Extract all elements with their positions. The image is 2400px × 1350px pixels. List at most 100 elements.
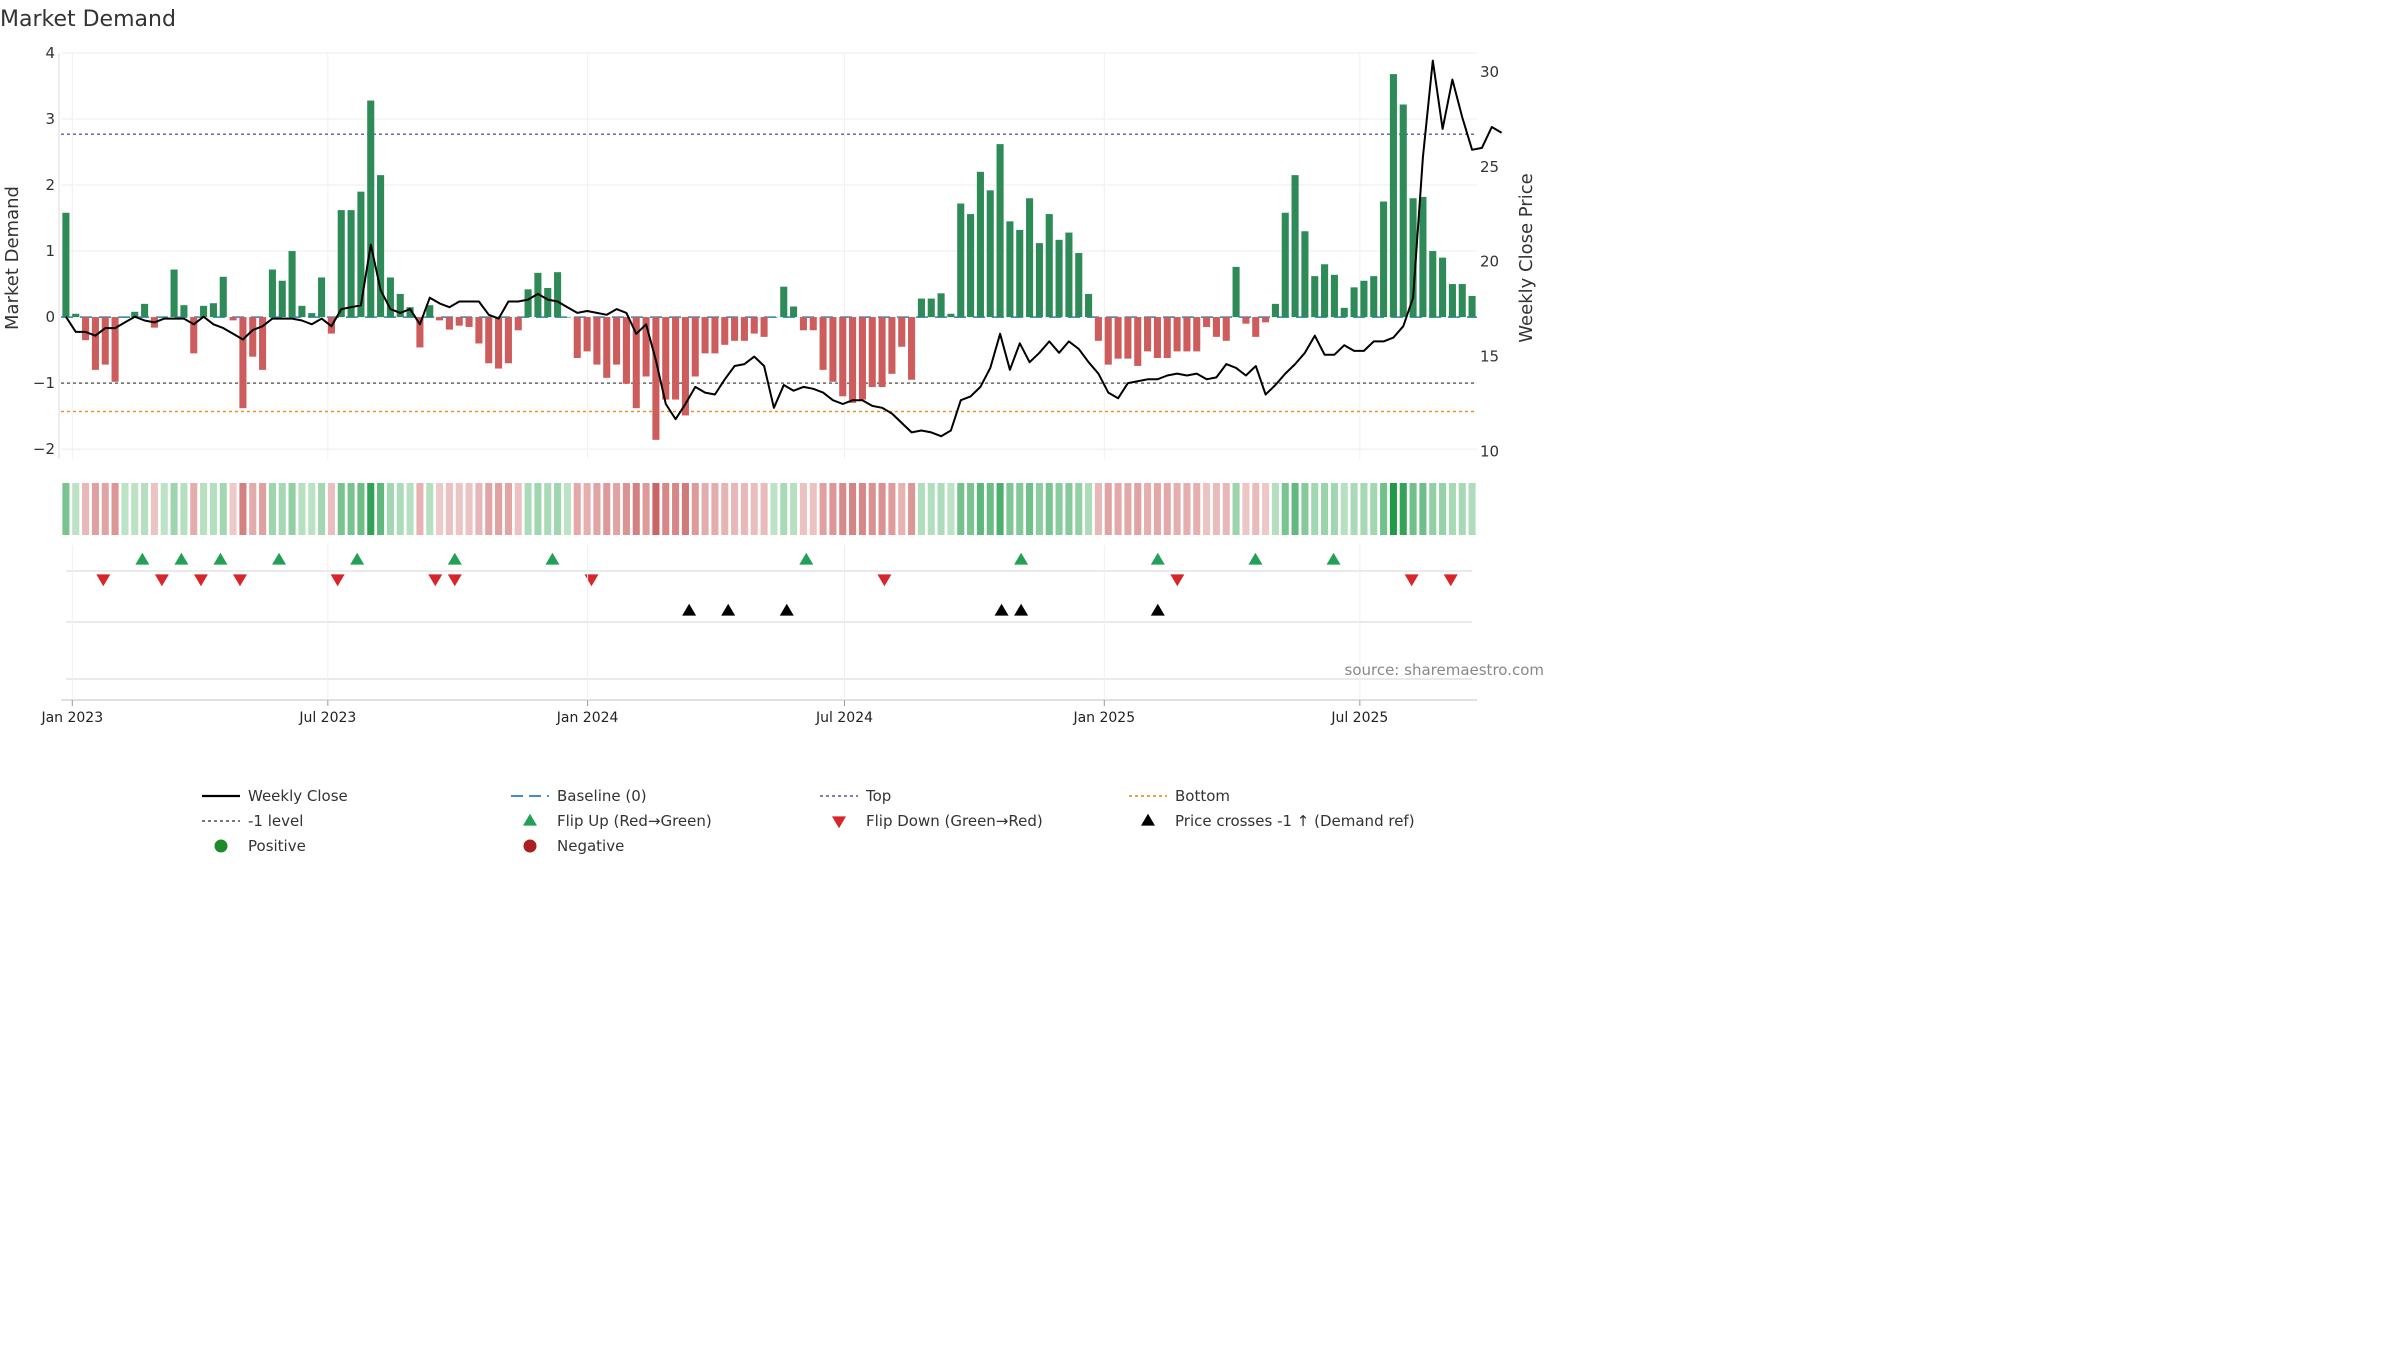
heat-cell-4 xyxy=(101,483,109,535)
heat-cell-76 xyxy=(809,483,817,535)
heat-cell-63 xyxy=(681,483,689,535)
heat-cell-81 xyxy=(858,483,866,535)
heat-cell-21 xyxy=(268,483,276,535)
legend-swatch-9 xyxy=(523,839,537,853)
heat-cell-98 xyxy=(1026,483,1034,535)
heat-cell-106 xyxy=(1104,483,1112,535)
price-line-layer xyxy=(65,59,1503,438)
demand-heat-strip xyxy=(62,483,1476,535)
heat-cell-126 xyxy=(1301,483,1309,535)
demand-bar-60 xyxy=(652,317,660,440)
heat-cell-120 xyxy=(1242,483,1250,535)
demand-bar-62 xyxy=(672,317,680,400)
heat-cell-127 xyxy=(1311,483,1319,535)
flip-down-marker-10 xyxy=(1404,574,1419,587)
demand-bar-77 xyxy=(819,317,827,370)
demand-bar-47 xyxy=(524,289,532,318)
demand-bar-116 xyxy=(1203,317,1211,327)
heat-cell-82 xyxy=(868,483,876,535)
heat-cell-74 xyxy=(790,483,798,535)
heat-cell-95 xyxy=(996,483,1004,535)
heat-cell-129 xyxy=(1330,483,1338,535)
weekly-close-line xyxy=(65,59,1503,438)
heat-cell-132 xyxy=(1360,483,1368,535)
heat-cell-104 xyxy=(1085,483,1093,535)
heat-cell-70 xyxy=(750,483,758,535)
demand-bar-140 xyxy=(1439,257,1447,318)
heat-cell-14 xyxy=(200,483,208,535)
demand-bar-46 xyxy=(514,317,522,331)
demand-bar-43 xyxy=(485,317,493,364)
demand-bar-119 xyxy=(1232,266,1240,318)
heat-cell-100 xyxy=(1045,483,1053,535)
heat-cell-123 xyxy=(1271,483,1279,535)
legend-swatch-8 xyxy=(214,839,228,853)
heat-cell-26 xyxy=(318,483,326,535)
demand-bar-54 xyxy=(593,317,601,365)
heat-cell-12 xyxy=(180,483,188,535)
demand-bar-19 xyxy=(249,317,257,357)
flip-up-marker-11 xyxy=(1326,552,1341,565)
demand-bar-103 xyxy=(1075,253,1083,318)
demand-bar-50 xyxy=(554,272,562,318)
demand-bar-122 xyxy=(1262,317,1270,323)
y-tick-label-3: 1 xyxy=(45,242,55,260)
legend-item-1: Baseline (0) xyxy=(511,787,647,805)
heat-cell-79 xyxy=(839,483,847,535)
demand-bar-16 xyxy=(219,276,227,318)
legend-item-0: Weekly Close xyxy=(202,787,348,805)
heat-cell-37 xyxy=(426,483,434,535)
heat-cell-23 xyxy=(288,483,296,535)
flip-up-marker-5 xyxy=(447,552,462,565)
demand-bar-56 xyxy=(613,317,621,365)
heat-cell-140 xyxy=(1439,483,1447,535)
heat-cell-27 xyxy=(327,483,335,535)
demand-bar-81 xyxy=(858,317,866,400)
heat-cell-36 xyxy=(416,483,424,535)
heat-cell-101 xyxy=(1055,483,1063,535)
demand-bar-129 xyxy=(1330,274,1338,318)
demand-bar-102 xyxy=(1065,232,1073,318)
demand-bar-124 xyxy=(1281,212,1289,318)
demand-bar-37 xyxy=(426,305,434,318)
legend-label-8: Positive xyxy=(248,837,306,855)
heat-cell-6 xyxy=(121,483,129,535)
demand-bar-11 xyxy=(170,269,178,318)
demand-bar-39 xyxy=(445,317,453,330)
demand-bar-139 xyxy=(1429,251,1437,318)
heat-cell-128 xyxy=(1321,483,1329,535)
demand-bar-59 xyxy=(642,317,650,377)
heat-cell-113 xyxy=(1173,483,1181,535)
heat-cell-93 xyxy=(976,483,984,535)
demand-bar-74 xyxy=(790,306,798,318)
legend-label-0: Weekly Close xyxy=(248,787,348,805)
heat-cell-41 xyxy=(465,483,473,535)
heat-cell-118 xyxy=(1222,483,1230,535)
demand-bar-141 xyxy=(1448,284,1456,318)
demand-bar-90 xyxy=(947,313,955,318)
demand-bar-32 xyxy=(377,175,385,318)
heat-cell-31 xyxy=(367,483,375,535)
source-credit: source: sharemaestro.com xyxy=(1345,661,1545,679)
heat-cell-24 xyxy=(298,483,306,535)
heat-cell-56 xyxy=(613,483,621,535)
date-tick-label-3: Jul 2024 xyxy=(815,710,873,726)
heat-cell-121 xyxy=(1252,483,1260,535)
demand-bar-128 xyxy=(1321,264,1329,318)
heat-cell-107 xyxy=(1114,483,1122,535)
legend-label-6: Flip Down (Green→Red) xyxy=(866,812,1043,830)
heat-cell-141 xyxy=(1448,483,1456,535)
heat-cell-0 xyxy=(62,483,70,535)
demand-bar-88 xyxy=(927,298,935,318)
demand-bar-138 xyxy=(1419,196,1427,318)
heat-cell-85 xyxy=(898,483,906,535)
demand-bar-8 xyxy=(141,303,149,318)
heat-cell-109 xyxy=(1134,483,1142,535)
demand-bar-40 xyxy=(455,317,463,326)
heat-cell-52 xyxy=(573,483,581,535)
heat-cell-18 xyxy=(239,483,247,535)
demand-bar-112 xyxy=(1163,317,1171,358)
demand-bar-123 xyxy=(1271,303,1279,318)
heat-cell-8 xyxy=(141,483,149,535)
demand-bar-64 xyxy=(691,317,699,377)
